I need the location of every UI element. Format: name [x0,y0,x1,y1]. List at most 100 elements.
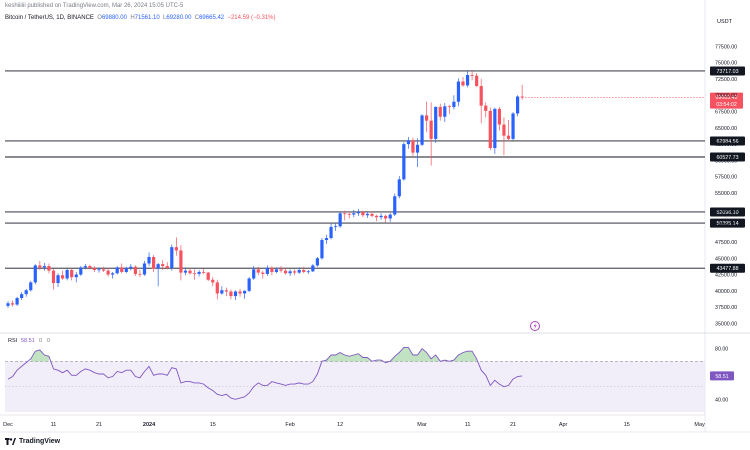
candle-body[interactable] [274,269,279,272]
candle-body[interactable] [129,266,133,269]
candle-body[interactable] [329,226,333,239]
candle-body[interactable] [384,215,388,219]
time-tick-label[interactable]: 12 [337,422,343,428]
candle-body[interactable] [511,113,515,139]
candle-body[interactable] [393,196,397,215]
candle-body[interactable] [365,213,370,216]
time-tick-label[interactable]: 21 [96,422,102,428]
candle-body[interactable] [452,101,456,107]
candle-body[interactable] [520,96,524,98]
candle-body[interactable] [379,215,383,218]
time-tick-label[interactable]: 21 [510,422,516,428]
candle-body[interactable] [475,75,479,87]
time-tick-label[interactable]: Apr [559,422,568,428]
price-tick-label[interactable]: 60000.00 [715,158,737,164]
candle-body[interactable] [302,270,306,272]
price-axis[interactable]: 77500.00 75000.00 72500.00 70000.00 67500.00… [715,19,737,403]
rsi-tick-label[interactable]: 80.00 [715,347,728,353]
candle-body[interactable] [170,247,174,269]
candle-body[interactable] [502,124,506,136]
candle-body[interactable] [197,271,201,274]
candle-body[interactable] [415,144,420,153]
candle-body[interactable] [434,106,438,139]
candle-body[interactable] [142,263,147,275]
candle-body[interactable] [192,273,197,275]
candle-body[interactable] [238,291,242,294]
candle-body[interactable] [297,270,301,273]
candle-body[interactable] [65,270,69,279]
rsi-legend-title[interactable]: RSI [8,338,18,344]
candle-body[interactable] [320,240,324,259]
time-tick-label[interactable]: May [694,422,705,428]
time-tick-label[interactable]: 15 [624,422,630,428]
candle-body[interactable] [206,272,210,280]
candle-body[interactable] [233,291,238,297]
price-tick-label[interactable]: 52500.00 [715,207,737,213]
candle-body[interactable] [402,144,406,180]
tradingview-logo[interactable]: TradingView [5,438,60,445]
price-tick-label[interactable]: 50000.00 [715,224,737,230]
price-tick-label[interactable]: 57500.00 [715,175,737,181]
candle-body[interactable] [61,275,65,279]
price-tick-label[interactable]: 40000.00 [715,289,737,295]
candle-body[interactable] [506,135,511,139]
candle-body[interactable] [315,258,319,266]
time-tick-label[interactable]: Mar [417,422,427,428]
price-tick-label[interactable]: 77500.00 [715,44,737,50]
price-tick-label[interactable]: 42500.00 [715,273,737,279]
candle-body[interactable] [24,290,28,295]
candle-body[interactable] [156,264,160,269]
candle-body[interactable] [411,140,415,153]
candle-body[interactable] [388,214,392,219]
candle-body[interactable] [361,211,365,216]
time-tick-label[interactable]: Feb [285,422,294,428]
candle-body[interactable] [461,81,465,86]
candle-body[interactable] [334,226,338,228]
candle-body[interactable] [56,275,60,284]
candle-body[interactable] [370,213,374,216]
candle-body[interactable] [479,86,483,106]
candle-body[interactable] [33,265,37,283]
rsi-line[interactable] [7,346,523,400]
candle-body[interactable] [174,247,178,251]
candle-body[interactable] [484,105,488,111]
price-tick-label[interactable]: 37500.00 [715,305,737,311]
candle-body[interactable] [147,256,151,264]
candle-body[interactable] [493,108,497,149]
candle-body[interactable] [29,282,33,291]
time-tick-label[interactable]: 11 [51,422,57,428]
candle-body[interactable] [497,108,501,125]
candle-body[interactable] [343,213,347,215]
candle-body[interactable] [6,303,10,306]
time-tick-label[interactable]: 15 [210,422,216,428]
candle-body[interactable] [202,271,206,273]
currency-label[interactable]: USDT [717,19,733,25]
candle-body[interactable] [256,269,260,273]
candle-body[interactable] [288,271,292,274]
price-tick-label[interactable]: 72500.00 [715,77,737,83]
price-tick-label[interactable]: 75000.00 [715,61,737,67]
candle-body[interactable] [115,267,119,274]
price-tick-label[interactable]: 45000.00 [715,256,737,262]
time-axis[interactable]: Dec 11 21 2024 15 Feb 12 Mar 11 21 Apr 15 May [3,422,705,428]
candle-body[interactable] [224,290,228,292]
candle-body[interactable] [374,215,379,218]
candle-body[interactable] [438,106,442,117]
candle-body[interactable] [20,294,24,299]
candle-body[interactable] [447,106,451,108]
candle-body[interactable] [243,290,247,294]
time-tick-label[interactable]: 11 [465,422,471,428]
candle-body[interactable] [311,265,315,272]
candle-body[interactable] [347,213,351,215]
candle-body[interactable] [10,303,15,305]
candle-body[interactable] [83,266,87,268]
candle-body[interactable] [265,268,269,274]
candle-body[interactable] [138,273,142,275]
price-tick-label[interactable]: 47500.00 [715,240,737,246]
price-tick-label[interactable]: 35000.00 [715,321,737,327]
candle-body[interactable] [42,266,46,268]
candle-body[interactable] [406,140,410,145]
candle-body[interactable] [293,271,297,273]
candle-body[interactable] [101,269,106,271]
price-tick-label[interactable]: 67500.00 [715,110,737,116]
